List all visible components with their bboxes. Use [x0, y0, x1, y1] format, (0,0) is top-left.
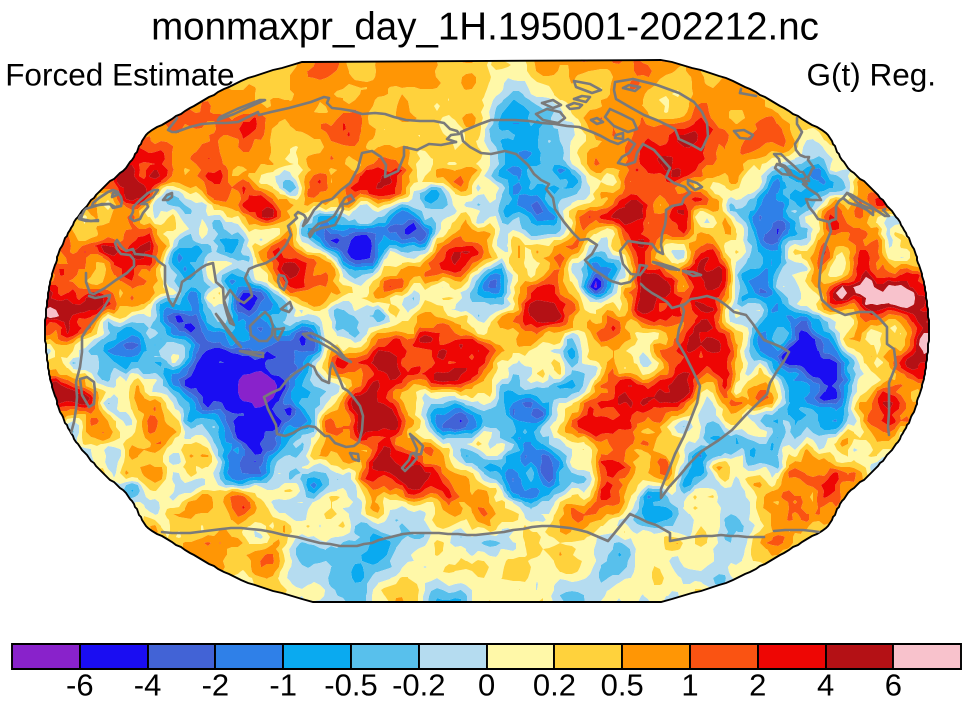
svg-text:-0.5: -0.5	[324, 668, 377, 703]
svg-text:2: 2	[749, 668, 766, 703]
svg-text:Forced Estimate: Forced Estimate	[5, 57, 234, 93]
svg-text:1: 1	[681, 668, 698, 703]
svg-text:-4: -4	[134, 668, 162, 703]
svg-text:-6: -6	[66, 668, 94, 703]
svg-text:-0.2: -0.2	[392, 668, 445, 703]
svg-text:0.5: 0.5	[601, 668, 644, 703]
svg-text:6: 6	[885, 668, 902, 703]
svg-text:4: 4	[817, 668, 834, 703]
svg-text:-2: -2	[202, 668, 230, 703]
svg-text:G(t) Reg.: G(t) Reg.	[806, 57, 936, 93]
svg-text:monmaxpr_day_1H.195001-202212.: monmaxpr_day_1H.195001-202212.nc	[151, 6, 819, 49]
svg-text:0: 0	[478, 668, 495, 703]
svg-text:0.2: 0.2	[533, 668, 576, 703]
svg-text:-1: -1	[269, 668, 297, 703]
